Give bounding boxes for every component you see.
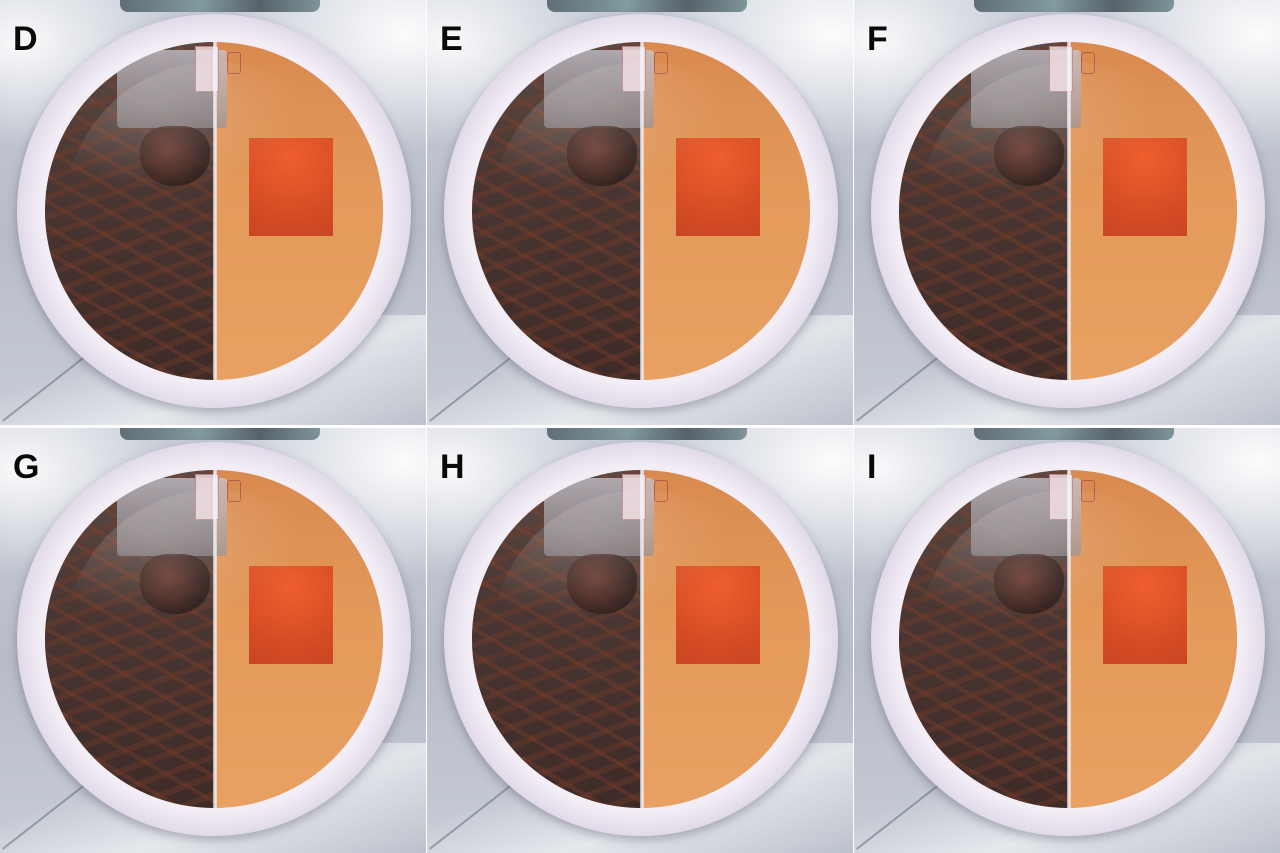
cable xyxy=(120,428,320,440)
cable xyxy=(547,428,747,440)
panel-label: F xyxy=(867,20,888,58)
panel-label: G xyxy=(13,448,40,486)
photo-panel-d: D xyxy=(0,0,426,425)
photo-panel-i: I xyxy=(854,428,1280,853)
petri-dish-holder-ring xyxy=(444,442,838,836)
photo-panel-h: H xyxy=(427,428,853,853)
dish-divider xyxy=(213,470,217,808)
panel-label: H xyxy=(440,448,465,486)
petri-dish xyxy=(45,470,383,808)
light-glare xyxy=(492,490,792,790)
tape-marker xyxy=(654,52,668,74)
petri-dish-holder-ring xyxy=(871,442,1265,836)
red-sample-square xyxy=(1103,566,1187,664)
lens-reflection xyxy=(140,126,210,186)
red-sample-square xyxy=(676,138,760,236)
photo-panel-g: G xyxy=(0,428,426,853)
red-sample-square xyxy=(1103,138,1187,236)
lens-reflection xyxy=(567,554,637,614)
tape-marker xyxy=(1081,480,1095,502)
dish-divider xyxy=(1067,42,1071,380)
cable xyxy=(120,0,320,12)
petri-dish xyxy=(472,42,810,380)
dish-divider xyxy=(640,42,644,380)
panel-label: D xyxy=(13,20,38,58)
petri-dish xyxy=(472,470,810,808)
dish-divider xyxy=(640,470,644,808)
cable xyxy=(974,0,1174,12)
light-glare xyxy=(919,490,1219,790)
light-glare xyxy=(65,490,365,790)
light-glare xyxy=(65,62,365,362)
petri-dish xyxy=(899,42,1237,380)
photo-panel-f: F xyxy=(854,0,1280,425)
petri-dish-holder-ring xyxy=(871,14,1265,408)
photo-panel-e: E xyxy=(427,0,853,425)
cable xyxy=(547,0,747,12)
tape-marker xyxy=(227,480,241,502)
lens-reflection xyxy=(994,554,1064,614)
tape-marker xyxy=(654,480,668,502)
light-glare xyxy=(492,62,792,362)
red-sample-square xyxy=(249,566,333,664)
panel-label: I xyxy=(867,448,877,486)
petri-dish-holder-ring xyxy=(17,442,411,836)
petri-dish-holder-ring xyxy=(17,14,411,408)
petri-dish xyxy=(899,470,1237,808)
lens-reflection xyxy=(140,554,210,614)
tape-marker xyxy=(227,52,241,74)
petri-dish xyxy=(45,42,383,380)
lens-reflection xyxy=(994,126,1064,186)
red-sample-square xyxy=(249,138,333,236)
light-glare xyxy=(919,62,1219,362)
petri-dish-holder-ring xyxy=(444,14,838,408)
dish-divider xyxy=(213,42,217,380)
cable xyxy=(974,428,1174,440)
red-sample-square xyxy=(676,566,760,664)
lens-reflection xyxy=(567,126,637,186)
dish-divider xyxy=(1067,470,1071,808)
panel-label: E xyxy=(440,20,463,58)
tape-marker xyxy=(1081,52,1095,74)
